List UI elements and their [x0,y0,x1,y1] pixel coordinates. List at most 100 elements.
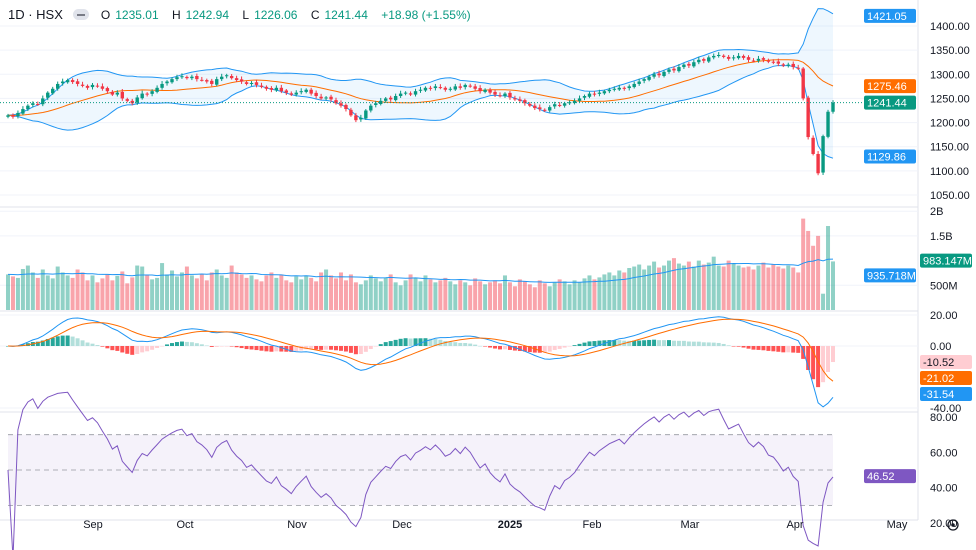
rsi-tick-label: 80.00 [930,412,958,424]
volume-bar [512,286,517,310]
volume-bar [408,274,413,310]
volume-tick-label: 2B [930,206,943,218]
candle-body [498,95,502,97]
candle-body [210,80,214,84]
candle-body [60,81,65,84]
volume-bar [55,266,60,310]
candle-body [533,105,537,109]
candle-body [453,86,457,90]
candle-body [652,74,656,77]
candle-body [120,91,125,99]
candle-body [393,96,398,101]
candle-body [190,76,194,79]
macd-histogram-bar [100,346,105,347]
settings-gear-icon-center [951,523,955,527]
symbol-interval[interactable]: 1D · HSX [8,7,63,22]
high-label: H [171,7,181,22]
candle-body [687,63,691,66]
macd-histogram-bar [209,346,214,347]
rsi-band-fill [8,434,833,506]
volume-bar [348,274,353,310]
macd-histogram-bar [771,346,776,352]
volume-bar [801,218,806,310]
time-tick-label: 2025 [498,519,522,531]
candle-body [702,59,706,61]
change-value: +18.98 (+1.55%) [381,7,471,22]
macd-histogram-bar [662,340,667,346]
volume-bar [10,276,15,310]
volume-bar [438,280,443,310]
volume-bar [522,281,527,310]
macd-histogram-bar [801,346,806,359]
macd-histogram-bar [264,346,269,352]
candle-body [771,61,776,63]
candle-body [105,88,110,92]
volume-bar [314,281,319,310]
candle-body [592,93,597,95]
macd-histogram-bar [413,338,418,346]
candle-body [423,87,428,91]
volume-bar [483,284,488,310]
candle-body [403,92,408,94]
macd-histogram-bar [40,340,45,346]
volume-bar [229,265,234,310]
volume-bar [115,275,120,310]
candle-body [185,76,189,79]
volume-bar [671,258,676,310]
volume-bar [502,275,507,310]
candle-body [165,81,169,84]
volume-bar [706,262,711,310]
macd-histogram-bar [562,346,567,348]
macd-histogram-bar [527,346,532,353]
macd-histogram-bar [309,346,314,350]
macd-histogram-bar [358,346,363,355]
candle-body [314,92,318,97]
macd-histogram-bar [443,340,448,346]
volume-tick-label: 500M [930,280,958,292]
volume-bar [418,281,423,310]
volume-bar [45,275,50,310]
bb-lower-label-bg [864,149,916,164]
volume-bar [691,266,696,310]
volume-bar [60,272,65,310]
macd-histogram-bar [423,338,428,346]
collapse-legend-button[interactable] [72,9,89,20]
volume-bar [552,282,557,310]
volume-bar [666,260,671,310]
candle-body [224,75,229,77]
candle-body [16,112,20,117]
macd-histogram-bar [304,346,309,350]
macd-histogram-bar [448,341,453,346]
volume-bar [383,277,388,310]
macd-histogram-bar [826,346,831,372]
volume-bar [403,280,408,310]
macd-histogram-bar [160,346,165,347]
candle-body [826,111,830,137]
volume-bar [378,281,383,310]
candle-body [552,104,557,107]
volume-bar [6,274,10,310]
volume-bar [214,269,219,310]
candle-body [712,55,716,58]
macd-histogram-bar [319,346,324,350]
settings-gear-icon[interactable] [947,519,959,531]
candle-body [175,77,179,80]
last-price-label-bg [864,95,916,110]
volume-bar [811,245,816,310]
macd-histogram-bar [647,339,652,346]
macd-histogram-bar [577,343,582,346]
candle-body [831,102,835,112]
volume-bar [110,280,115,310]
bb-basis-label: 1275.46 [867,81,907,93]
volume-bar [627,268,632,310]
macd-histogram-bar [766,346,771,351]
macd-histogram-bar [796,346,801,353]
macd-histogram-bar [388,341,393,346]
volume-bar [453,284,458,310]
candle-body [736,55,741,59]
candle-body [195,75,199,80]
macd-histogram-bar [165,344,170,346]
macd-histogram-bar [155,346,160,348]
macd-histogram-bar [711,342,716,346]
